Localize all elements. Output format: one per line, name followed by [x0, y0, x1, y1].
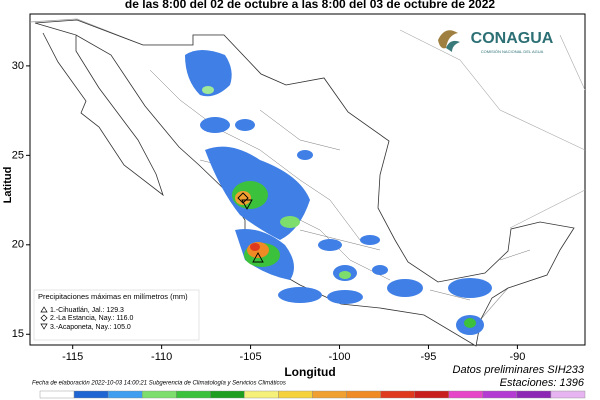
x-tick-label: -110	[151, 351, 172, 363]
y-axis-label: Latitud	[2, 167, 14, 204]
color-bar-cell	[414, 390, 449, 399]
color-bar-cell	[176, 390, 211, 399]
logo-name: CONAGUA	[471, 30, 554, 47]
station-markers	[237, 192, 264, 263]
y-tick-label: 15	[12, 328, 24, 340]
color-bar	[39, 390, 586, 399]
color-bar-cell	[448, 390, 484, 399]
color-bar-cell	[141, 390, 177, 399]
x-tick-label: -100	[329, 351, 351, 363]
legend-entry: 2.-La Estancia, Nay.: 116.0	[50, 315, 134, 322]
x-axis-label: Longitud	[284, 365, 335, 379]
logo-subtitle: COMISIÓN NACIONAL DEL AGUA	[481, 49, 544, 54]
color-bar-cell	[107, 390, 143, 399]
legend-entry: 1.-Cihuatlán, Jal.: 129.3	[50, 307, 124, 314]
color-bar-cell	[73, 390, 109, 399]
y-tick-label: 30	[12, 60, 24, 72]
color-bar-cell	[550, 390, 586, 399]
color-bar-cell	[346, 390, 381, 399]
rain-heavy	[202, 86, 476, 328]
logo: CONAGUA COMISIÓN NACIONAL DEL AGUA	[438, 30, 554, 54]
coast-other	[399, 29, 586, 229]
x-tick-label: -90	[509, 351, 525, 363]
color-bar-cell	[312, 390, 347, 399]
x-tick-label: -105	[240, 351, 262, 363]
color-bar-cell	[516, 390, 552, 399]
source-note: Datos preliminares SIH233	[453, 364, 585, 376]
color-bar-cell	[244, 390, 279, 399]
stations-note: Estaciones: 1396	[500, 377, 585, 389]
color-bar-cell	[39, 390, 75, 399]
y-tick-label: 20	[12, 239, 24, 251]
color-bar-cell	[482, 390, 518, 399]
footer-date: Fecha de elaboración 2022-10-03 14:00:21…	[32, 381, 286, 387]
baja-outline	[42, 32, 164, 197]
color-bar-cell	[380, 390, 415, 399]
color-bar-cell	[278, 390, 313, 399]
legend-symbols	[40, 306, 48, 330]
color-bar-cell	[210, 390, 245, 399]
title: de las 8:00 del 02 de octubre a las 8:00…	[125, 0, 495, 11]
y-tick-label: 25	[12, 149, 24, 161]
legend-title: Precipitaciones máximas en milímetros (m…	[38, 292, 188, 301]
x-tick-label: -95	[421, 351, 437, 363]
x-tick-label: -115	[62, 351, 83, 363]
legend-entry: 3.-Acaponeta, Nay.: 105.0	[50, 324, 131, 331]
legend-box	[33, 289, 200, 341]
